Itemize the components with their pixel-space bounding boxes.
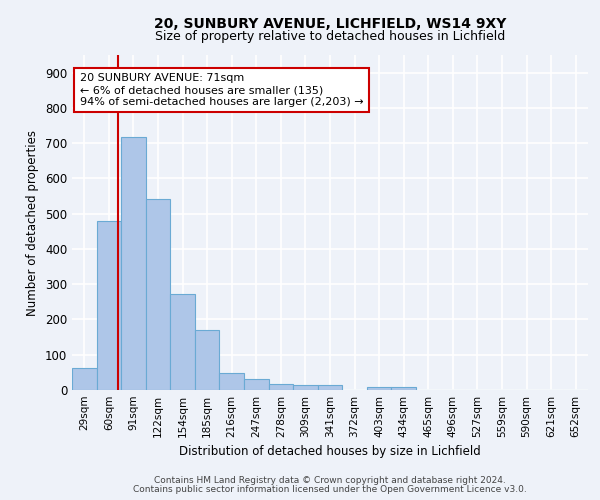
Bar <box>220 374 244 390</box>
Bar <box>97 220 121 390</box>
Bar <box>318 386 342 390</box>
Bar <box>195 330 220 390</box>
Y-axis label: Number of detached properties: Number of detached properties <box>26 130 40 316</box>
Text: Contains HM Land Registry data © Crown copyright and database right 2024.: Contains HM Land Registry data © Crown c… <box>154 476 506 485</box>
Bar <box>244 378 269 390</box>
Text: Contains public sector information licensed under the Open Government Licence v3: Contains public sector information licen… <box>133 485 527 494</box>
Bar <box>72 368 97 390</box>
Bar <box>367 387 391 390</box>
Bar <box>293 385 318 390</box>
Bar <box>269 384 293 390</box>
X-axis label: Distribution of detached houses by size in Lichfield: Distribution of detached houses by size … <box>179 446 481 458</box>
Text: Size of property relative to detached houses in Lichfield: Size of property relative to detached ho… <box>155 30 505 43</box>
Text: 20 SUNBURY AVENUE: 71sqm
← 6% of detached houses are smaller (135)
94% of semi-d: 20 SUNBURY AVENUE: 71sqm ← 6% of detache… <box>80 74 364 106</box>
Bar <box>146 198 170 390</box>
Text: 20, SUNBURY AVENUE, LICHFIELD, WS14 9XY: 20, SUNBURY AVENUE, LICHFIELD, WS14 9XY <box>154 18 506 32</box>
Bar <box>170 294 195 390</box>
Bar <box>391 387 416 390</box>
Bar <box>121 137 146 390</box>
